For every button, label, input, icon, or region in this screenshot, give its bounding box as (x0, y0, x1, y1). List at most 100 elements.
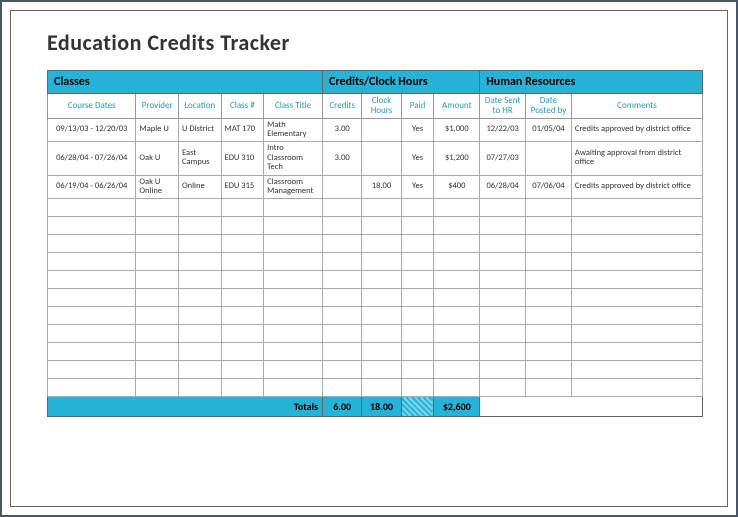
empty-cell[interactable] (136, 271, 179, 289)
empty-cell[interactable] (178, 199, 221, 217)
empty-cell[interactable] (178, 253, 221, 271)
empty-cell[interactable] (434, 307, 480, 325)
empty-cell[interactable] (571, 379, 702, 397)
cell-sent[interactable]: 12/22/03 (480, 118, 526, 142)
empty-cell[interactable] (178, 379, 221, 397)
empty-cell[interactable] (571, 271, 702, 289)
empty-cell[interactable] (434, 199, 480, 217)
empty-cell[interactable] (480, 379, 526, 397)
empty-cell[interactable] (480, 217, 526, 235)
cell-paid[interactable]: Yes (401, 118, 434, 142)
empty-cell[interactable] (362, 325, 401, 343)
empty-cell[interactable] (323, 289, 362, 307)
empty-cell[interactable] (221, 199, 264, 217)
empty-cell[interactable] (434, 271, 480, 289)
cell-location[interactable]: East Campus (178, 142, 221, 175)
empty-cell[interactable] (571, 235, 702, 253)
empty-cell[interactable] (48, 361, 136, 379)
empty-cell[interactable] (136, 343, 179, 361)
empty-cell[interactable] (401, 325, 434, 343)
empty-cell[interactable] (323, 235, 362, 253)
empty-cell[interactable] (136, 289, 179, 307)
empty-cell[interactable] (401, 253, 434, 271)
empty-cell[interactable] (264, 361, 323, 379)
empty-cell[interactable] (48, 289, 136, 307)
empty-cell[interactable] (526, 343, 572, 361)
cell-paid[interactable]: Yes (401, 142, 434, 175)
empty-cell[interactable] (571, 325, 702, 343)
empty-cell[interactable] (323, 361, 362, 379)
cell-location[interactable]: U District (178, 118, 221, 142)
empty-cell[interactable] (48, 379, 136, 397)
cell-sent[interactable]: 07/27/03 (480, 142, 526, 175)
empty-cell[interactable] (264, 271, 323, 289)
empty-cell[interactable] (401, 199, 434, 217)
empty-cell[interactable] (434, 235, 480, 253)
cell-sent[interactable]: 06/28/04 (480, 175, 526, 199)
empty-cell[interactable] (526, 235, 572, 253)
empty-cell[interactable] (48, 343, 136, 361)
empty-cell[interactable] (362, 217, 401, 235)
empty-cell[interactable] (178, 271, 221, 289)
empty-cell[interactable] (178, 307, 221, 325)
empty-cell[interactable] (323, 271, 362, 289)
empty-cell[interactable] (401, 271, 434, 289)
empty-cell[interactable] (526, 307, 572, 325)
empty-cell[interactable] (221, 253, 264, 271)
cell-dates[interactable]: 06/19/04 - 06/26/04 (48, 175, 136, 199)
empty-cell[interactable] (526, 271, 572, 289)
empty-cell[interactable] (323, 325, 362, 343)
empty-cell[interactable] (264, 235, 323, 253)
cell-classnum[interactable]: MAT 170 (221, 118, 264, 142)
empty-cell[interactable] (526, 325, 572, 343)
empty-cell[interactable] (178, 325, 221, 343)
empty-cell[interactable] (178, 361, 221, 379)
cell-credits[interactable]: 3.00 (323, 118, 362, 142)
cell-amount[interactable]: $1,000 (434, 118, 480, 142)
empty-cell[interactable] (136, 307, 179, 325)
empty-cell[interactable] (571, 289, 702, 307)
empty-cell[interactable] (264, 253, 323, 271)
empty-cell[interactable] (434, 379, 480, 397)
cell-paid[interactable]: Yes (401, 175, 434, 199)
empty-cell[interactable] (526, 289, 572, 307)
empty-cell[interactable] (221, 289, 264, 307)
empty-cell[interactable] (401, 217, 434, 235)
empty-cell[interactable] (264, 325, 323, 343)
empty-cell[interactable] (571, 307, 702, 325)
empty-cell[interactable] (362, 361, 401, 379)
empty-cell[interactable] (480, 361, 526, 379)
empty-cell[interactable] (401, 343, 434, 361)
empty-cell[interactable] (221, 307, 264, 325)
cell-dates[interactable]: 09/13/03 - 12/20/03 (48, 118, 136, 142)
empty-cell[interactable] (401, 235, 434, 253)
empty-cell[interactable] (136, 253, 179, 271)
empty-cell[interactable] (401, 361, 434, 379)
empty-cell[interactable] (221, 271, 264, 289)
empty-cell[interactable] (401, 289, 434, 307)
empty-cell[interactable] (221, 343, 264, 361)
empty-cell[interactable] (136, 217, 179, 235)
empty-cell[interactable] (362, 199, 401, 217)
empty-cell[interactable] (434, 325, 480, 343)
empty-cell[interactable] (526, 361, 572, 379)
empty-cell[interactable] (48, 217, 136, 235)
empty-cell[interactable] (571, 361, 702, 379)
empty-cell[interactable] (526, 379, 572, 397)
empty-cell[interactable] (264, 343, 323, 361)
empty-cell[interactable] (480, 253, 526, 271)
empty-cell[interactable] (362, 253, 401, 271)
empty-cell[interactable] (323, 199, 362, 217)
empty-cell[interactable] (571, 343, 702, 361)
empty-cell[interactable] (323, 379, 362, 397)
empty-cell[interactable] (362, 379, 401, 397)
empty-cell[interactable] (526, 199, 572, 217)
cell-classnum[interactable]: EDU 310 (221, 142, 264, 175)
empty-cell[interactable] (434, 289, 480, 307)
empty-cell[interactable] (221, 361, 264, 379)
cell-dates[interactable]: 06/28/04 - 07/26/04 (48, 142, 136, 175)
empty-cell[interactable] (178, 343, 221, 361)
empty-cell[interactable] (480, 289, 526, 307)
empty-cell[interactable] (264, 379, 323, 397)
cell-amount[interactable]: $400 (434, 175, 480, 199)
